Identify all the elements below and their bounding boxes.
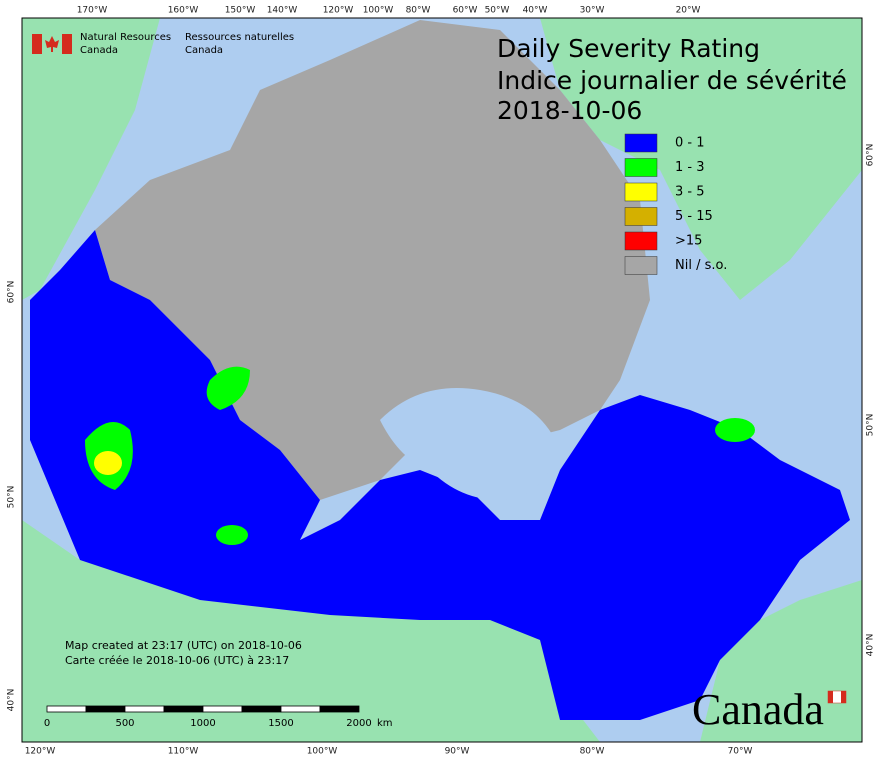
- usa: [22, 520, 600, 742]
- org-fr: Ressources naturelles: [185, 32, 294, 43]
- longitude-label: 50°W: [485, 6, 510, 16]
- nrcan-logo: Natural Resources Canada Ressources natu…: [32, 32, 294, 56]
- longitude-label: 170°W: [77, 6, 108, 16]
- legend: 0 - 1 1 - 3 3 - 5 5 - 15 >15 Nil / s.o.: [624, 133, 727, 275]
- note: Map created at 23:17 (UTC) on 2018-10-06: [65, 639, 302, 652]
- scale-unit: km: [377, 718, 393, 729]
- scale-label: 0: [44, 718, 50, 729]
- longitude-label: 100°W: [363, 6, 394, 16]
- longitude-label: 120°W: [323, 6, 354, 16]
- org-fr: Canada: [185, 45, 223, 56]
- dsr-patch: [206, 366, 250, 410]
- greenland: [540, 18, 862, 300]
- longitude-label: 120°W: [25, 747, 56, 757]
- legend-label: 1 - 3: [675, 160, 705, 175]
- legend-label: Nil / s.o.: [675, 258, 727, 273]
- legend-swatch: [624, 207, 658, 226]
- date: 2018-10-06: [497, 96, 642, 125]
- latitude-label: 40°N: [7, 689, 17, 712]
- legend-label: 3 - 5: [675, 185, 705, 200]
- scale-label: 500: [115, 718, 134, 729]
- longitude-label: 100°W: [307, 747, 338, 757]
- longitude-label: 150°W: [225, 6, 256, 16]
- longitude-label: 80°W: [580, 747, 605, 757]
- legend-swatch: [624, 158, 658, 177]
- dsr-patch: [216, 525, 248, 545]
- longitude-label: 80°W: [406, 6, 431, 16]
- longitude-label: 110°W: [168, 747, 199, 757]
- scale-segment: [124, 705, 165, 713]
- hudson-bay: [380, 388, 560, 500]
- latitude-label: 60°N: [866, 144, 876, 167]
- legend-swatch: [624, 256, 658, 275]
- frame-border: [21, 17, 863, 743]
- longitude-label: 70°W: [728, 747, 753, 757]
- scale-segment: [163, 705, 204, 713]
- canada-wordmark: Canada: [692, 685, 847, 734]
- latitude-label: 60°N: [7, 281, 17, 304]
- flag-bar: [828, 691, 833, 703]
- maple-leaf: [45, 36, 59, 52]
- longitude-label: 40°W: [523, 6, 548, 16]
- scale-label: 1500: [268, 718, 293, 729]
- alaska: [22, 18, 160, 300]
- longitude-label: 160°W: [168, 6, 199, 16]
- longitude-label: 60°W: [453, 6, 478, 16]
- legend-swatch: [624, 182, 658, 202]
- org-en: Natural Resources: [80, 32, 171, 43]
- scale-label: 1000: [190, 718, 215, 729]
- graticule-labels: 170°W 160°W 150°W 140°W 120°W 100°W 80°W 60°W 50…: [7, 6, 876, 757]
- usa-east: [700, 580, 862, 742]
- wordmark: Canada: [692, 685, 824, 734]
- longitude-label: 140°W: [267, 6, 298, 16]
- note: Carte créée le 2018-10-06 (UTC) à 23:17: [65, 654, 289, 667]
- flag-bar: [62, 34, 72, 54]
- scale-segment: [241, 705, 282, 713]
- flag-bar: [841, 691, 846, 703]
- org-en: Canada: [80, 45, 118, 56]
- scale-segment: [280, 705, 321, 713]
- scale-bar: 0 500 1000 1500 2000 km: [44, 705, 393, 729]
- legend-swatch: [624, 133, 658, 153]
- longitude-label: 90°W: [445, 747, 470, 757]
- map-frame: [21, 17, 863, 743]
- flag-bar: [32, 34, 42, 54]
- scale-segment: [46, 705, 87, 713]
- scale-segment: [85, 705, 126, 713]
- title: Indice journalier de sévérité: [497, 66, 847, 95]
- southern-canada: [30, 230, 850, 720]
- longitude-label: 20°W: [676, 6, 701, 16]
- title: Daily Severity Rating: [497, 34, 760, 63]
- legend-label: 0 - 1: [675, 136, 705, 151]
- dsr-patch: [715, 418, 755, 442]
- legend-swatch: [624, 231, 658, 251]
- scale-segment: [202, 705, 243, 713]
- latitude-label: 40°N: [866, 634, 876, 657]
- longitude-label: 30°W: [580, 6, 605, 16]
- legend-label: 5 - 15: [675, 209, 713, 224]
- latitude-label: 50°N: [7, 486, 17, 509]
- latitude-label: 50°N: [866, 414, 876, 437]
- dsr-patch: [94, 451, 122, 475]
- scale-label: 2000: [346, 718, 371, 729]
- scale-segment: [319, 705, 360, 713]
- legend-label: >15: [675, 234, 702, 249]
